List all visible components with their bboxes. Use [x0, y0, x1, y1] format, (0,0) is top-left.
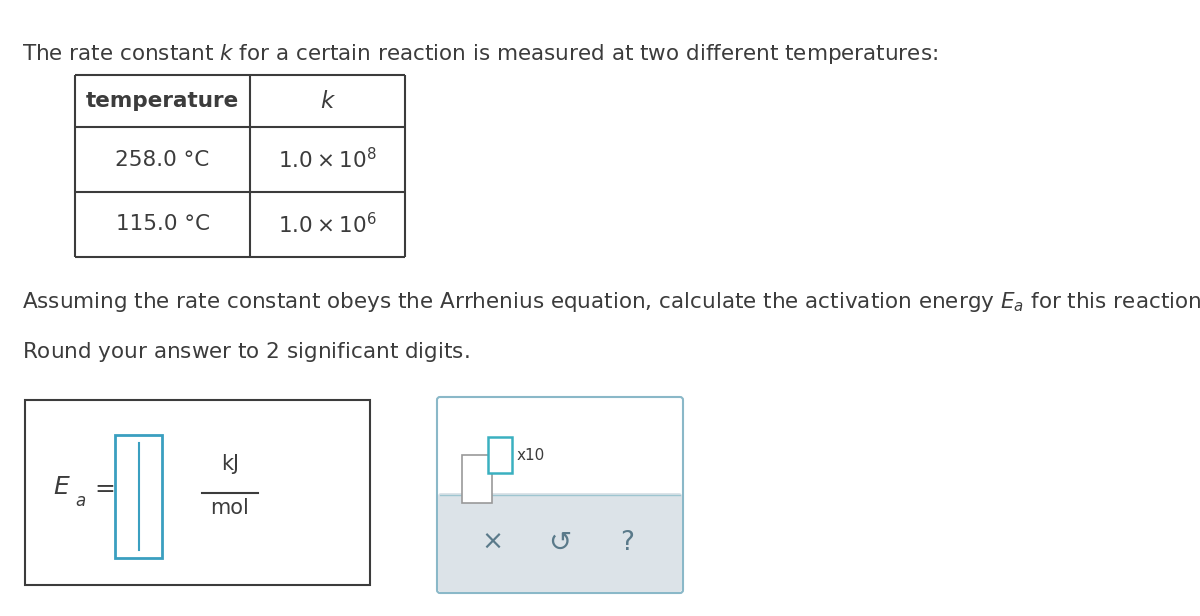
Bar	[442, 495, 679, 543]
Text: temperature: temperature	[86, 91, 239, 111]
Bar	[462, 455, 492, 503]
Text: $k$: $k$	[319, 89, 336, 113]
Text: ?: ?	[620, 530, 635, 556]
Text: 115.0 °C: 115.0 °C	[115, 214, 210, 235]
Text: $a$: $a$	[74, 492, 86, 509]
FancyBboxPatch shape	[438, 493, 682, 592]
Text: kJ: kJ	[221, 455, 239, 474]
Text: The rate constant $k$ for a certain reaction is measured at two different temper: The rate constant $k$ for a certain reac…	[22, 42, 938, 66]
Text: Assuming the rate constant obeys the Arrhenius equation, calculate the activatio: Assuming the rate constant obeys the Arr…	[22, 290, 1200, 314]
Bar	[115, 435, 162, 558]
Text: 258.0 °C: 258.0 °C	[115, 150, 210, 169]
Text: Round your answer to $2$ significant digits.: Round your answer to $2$ significant dig…	[22, 340, 469, 364]
Text: ↺: ↺	[548, 529, 571, 556]
Text: mol: mol	[210, 498, 250, 517]
Text: $1.0 \times 10^{6}$: $1.0 \times 10^{6}$	[278, 212, 377, 237]
Text: $=$: $=$	[90, 476, 115, 500]
Text: $E$: $E$	[53, 476, 71, 500]
Bar	[488, 437, 512, 473]
Text: x10: x10	[517, 447, 545, 463]
Text: $1.0 \times 10^{8}$: $1.0 \times 10^{8}$	[278, 147, 377, 172]
Bar	[25, 400, 370, 585]
FancyBboxPatch shape	[437, 397, 683, 593]
Text: ×: ×	[481, 530, 504, 556]
